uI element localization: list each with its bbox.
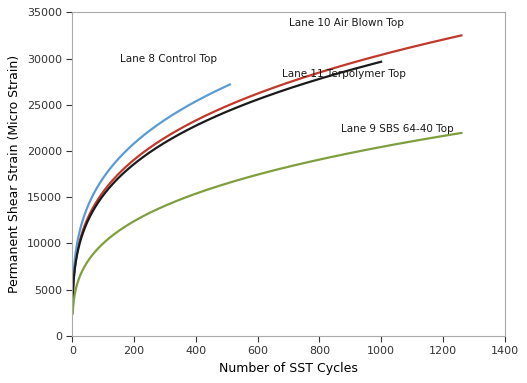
Text: Lane 11 Terpolymer Top: Lane 11 Terpolymer Top [282,69,406,79]
Y-axis label: Permanent Shear Strain (Micro Strain): Permanent Shear Strain (Micro Strain) [8,55,21,293]
Text: Lane 10 Air Blown Top: Lane 10 Air Blown Top [288,18,403,28]
Text: Lane 9 SBS 64-40 Top: Lane 9 SBS 64-40 Top [341,124,454,134]
X-axis label: Number of SST Cycles: Number of SST Cycles [219,362,358,375]
Text: Lane 8 Control Top: Lane 8 Control Top [120,54,217,64]
